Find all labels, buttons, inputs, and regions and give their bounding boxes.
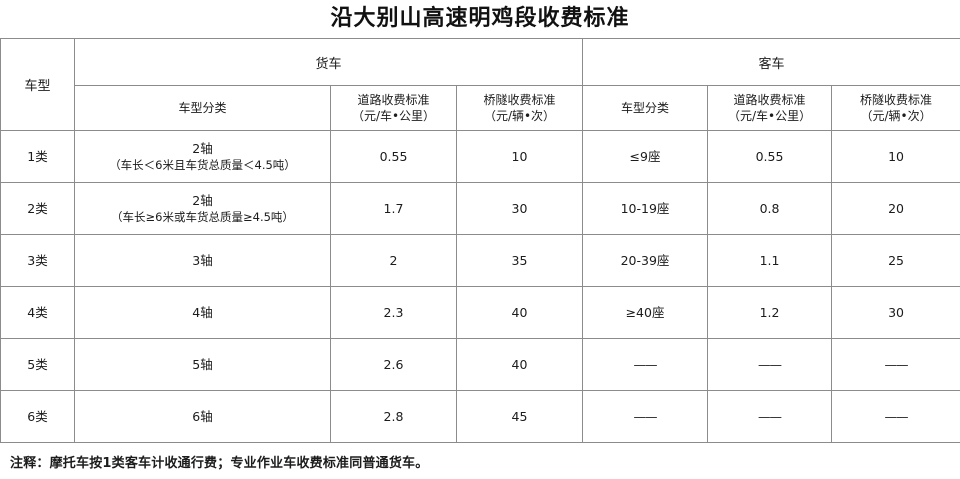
- cell-truck-road-fee: 0.55: [330, 130, 457, 183]
- header-bus-road-fee-line1: 道路收费标准: [733, 92, 806, 107]
- table-row: 6类 6轴 2.8 45 —— —— ——: [0, 390, 960, 443]
- cell-bus-bridge-fee: 20: [831, 182, 960, 235]
- truck-axle-label: 2轴: [192, 192, 213, 208]
- cell-bus-classification: ≥40座: [582, 286, 709, 339]
- table-row: 2类 2轴 （车长≥6米或车货总质量≥4.5吨） 1.7 30 10-19座 0…: [0, 182, 960, 235]
- cell-truck-bridge-fee: 40: [455, 338, 584, 391]
- header-truck-bridge-fee: 桥隧收费标准 （元/辆•次）: [455, 85, 584, 131]
- cell-bus-bridge-fee: ——: [831, 338, 960, 391]
- cell-bus-classification: 10-19座: [582, 182, 709, 235]
- cell-bus-road-fee: 0.8: [707, 182, 833, 235]
- cell-truck-bridge-fee: 45: [455, 390, 584, 443]
- cell-bus-bridge-fee: 30: [831, 286, 960, 339]
- header-group-truck: 货车: [73, 38, 584, 86]
- cell-truck-classification: 6轴: [74, 390, 331, 443]
- cell-truck-road-fee: 2: [330, 234, 457, 287]
- table-row: 1类 2轴 （车长＜6米且车货总质量＜4.5吨） 0.55 10 ≤9座 0.5…: [0, 130, 960, 183]
- cell-truck-bridge-fee: 40: [455, 286, 584, 339]
- truck-axle-label: 6轴: [192, 408, 213, 424]
- truck-axle-label: 3轴: [192, 252, 213, 268]
- header-bus-bridge-fee-line2: （元/辆•次）: [860, 109, 932, 123]
- cell-truck-classification: 2轴 （车长＜6米且车货总质量＜4.5吨）: [74, 130, 331, 183]
- table-row: 4类 4轴 2.3 40 ≥40座 1.2 30: [0, 286, 960, 339]
- table-head-row-subs: 车型分类 道路收费标准 （元/车•公里） 桥隧收费标准 （元/辆•次） 车型分类…: [1, 85, 960, 131]
- truck-axle-detail: （车长≥6米或车货总质量≥4.5吨）: [111, 210, 294, 225]
- footnote: 注释：摩托车按1类客车计收通行费；专业作业车收费标准同普通货车。: [0, 443, 960, 479]
- page-title-text: 沿大别山高速明鸡段收费标准: [330, 6, 630, 31]
- truck-axle-label: 2轴: [192, 140, 213, 156]
- cell-vehicle-class: 5类: [0, 338, 75, 391]
- cell-truck-road-fee: 1.7: [330, 182, 457, 235]
- cell-truck-bridge-fee: 10: [455, 130, 584, 183]
- table-row: 3类 3轴 2 35 20-39座 1.1 25: [0, 234, 960, 287]
- header-bus-road-fee: 道路收费标准 （元/车•公里）: [707, 85, 833, 131]
- cell-truck-classification: 3轴: [74, 234, 331, 287]
- truck-axle-detail: （车长＜6米且车货总质量＜4.5吨）: [109, 158, 296, 173]
- cell-bus-road-fee: 1.2: [707, 286, 833, 339]
- table-body: 1类 2轴 （车长＜6米且车货总质量＜4.5吨） 0.55 10 ≤9座 0.5…: [0, 130, 960, 443]
- cell-bus-classification: ≤9座: [582, 130, 709, 183]
- cell-vehicle-class: 3类: [0, 234, 75, 287]
- cell-truck-bridge-fee: 35: [455, 234, 584, 287]
- header-vehicle-type: 车型: [0, 38, 75, 131]
- cell-bus-classification: ——: [582, 338, 709, 391]
- cell-vehicle-class: 2类: [0, 182, 75, 235]
- page-title: 沿大别山高速明鸡段收费标准: [0, 0, 960, 38]
- cell-bus-bridge-fee: 25: [831, 234, 960, 287]
- cell-truck-bridge-fee: 30: [455, 182, 584, 235]
- header-truck-bridge-fee-line1: 桥隧收费标准: [483, 92, 556, 107]
- cell-vehicle-class: 4类: [0, 286, 75, 339]
- table-head: 车型 货车 客车 车型分类 道路收费标准 （元/车•公里） 桥隧收费标准 （元/…: [0, 38, 960, 131]
- header-truck-bridge-fee-line2: （元/辆•次）: [483, 109, 556, 123]
- cell-truck-classification: 2轴 （车长≥6米或车货总质量≥4.5吨）: [74, 182, 331, 235]
- cell-bus-bridge-fee: 10: [831, 130, 960, 183]
- header-truck-road-fee-line1: 道路收费标准: [357, 92, 430, 107]
- cell-bus-road-fee: ——: [707, 338, 833, 391]
- fee-table: 车型 货车 客车 车型分类 道路收费标准 （元/车•公里） 桥隧收费标准 （元/…: [0, 38, 960, 443]
- cell-bus-classification: ——: [582, 390, 709, 443]
- header-group-bus: 客车: [582, 38, 960, 86]
- cell-bus-road-fee: 1.1: [707, 234, 833, 287]
- cell-truck-road-fee: 2.3: [330, 286, 457, 339]
- header-truck-road-fee: 道路收费标准 （元/车•公里）: [330, 85, 457, 131]
- cell-truck-classification: 5轴: [74, 338, 331, 391]
- header-bus-road-fee-line2: （元/车•公里）: [727, 109, 812, 123]
- cell-truck-classification: 4轴: [74, 286, 331, 339]
- cell-bus-road-fee: ——: [707, 390, 833, 443]
- cell-vehicle-class: 1类: [0, 130, 75, 183]
- cell-bus-road-fee: 0.55: [707, 130, 833, 183]
- cell-truck-road-fee: 2.8: [330, 390, 457, 443]
- cell-truck-road-fee: 2.6: [330, 338, 457, 391]
- truck-axle-label: 5轴: [192, 356, 213, 372]
- footnote-text: 注释：摩托车按1类客车计收通行费；专业作业车收费标准同普通货车。: [10, 455, 429, 471]
- truck-axle-label: 4轴: [192, 304, 213, 320]
- fee-table-container: 车型 货车 客车 车型分类 道路收费标准 （元/车•公里） 桥隧收费标准 （元/…: [0, 38, 960, 443]
- header-bus-classification: 车型分类: [582, 85, 709, 131]
- table-row: 5类 5轴 2.6 40 —— —— ——: [0, 338, 960, 391]
- header-bus-bridge-fee-line1: 桥隧收费标准: [860, 92, 933, 107]
- table-head-row-groups: 车型 货车 客车: [0, 38, 960, 131]
- cell-vehicle-class: 6类: [0, 390, 75, 443]
- header-truck-road-fee-line2: （元/车•公里）: [351, 109, 436, 123]
- cell-bus-classification: 20-39座: [582, 234, 709, 287]
- header-truck-classification: 车型分类: [74, 85, 331, 131]
- header-bus-bridge-fee: 桥隧收费标准 （元/辆•次）: [831, 85, 960, 131]
- cell-bus-bridge-fee: ——: [831, 390, 960, 443]
